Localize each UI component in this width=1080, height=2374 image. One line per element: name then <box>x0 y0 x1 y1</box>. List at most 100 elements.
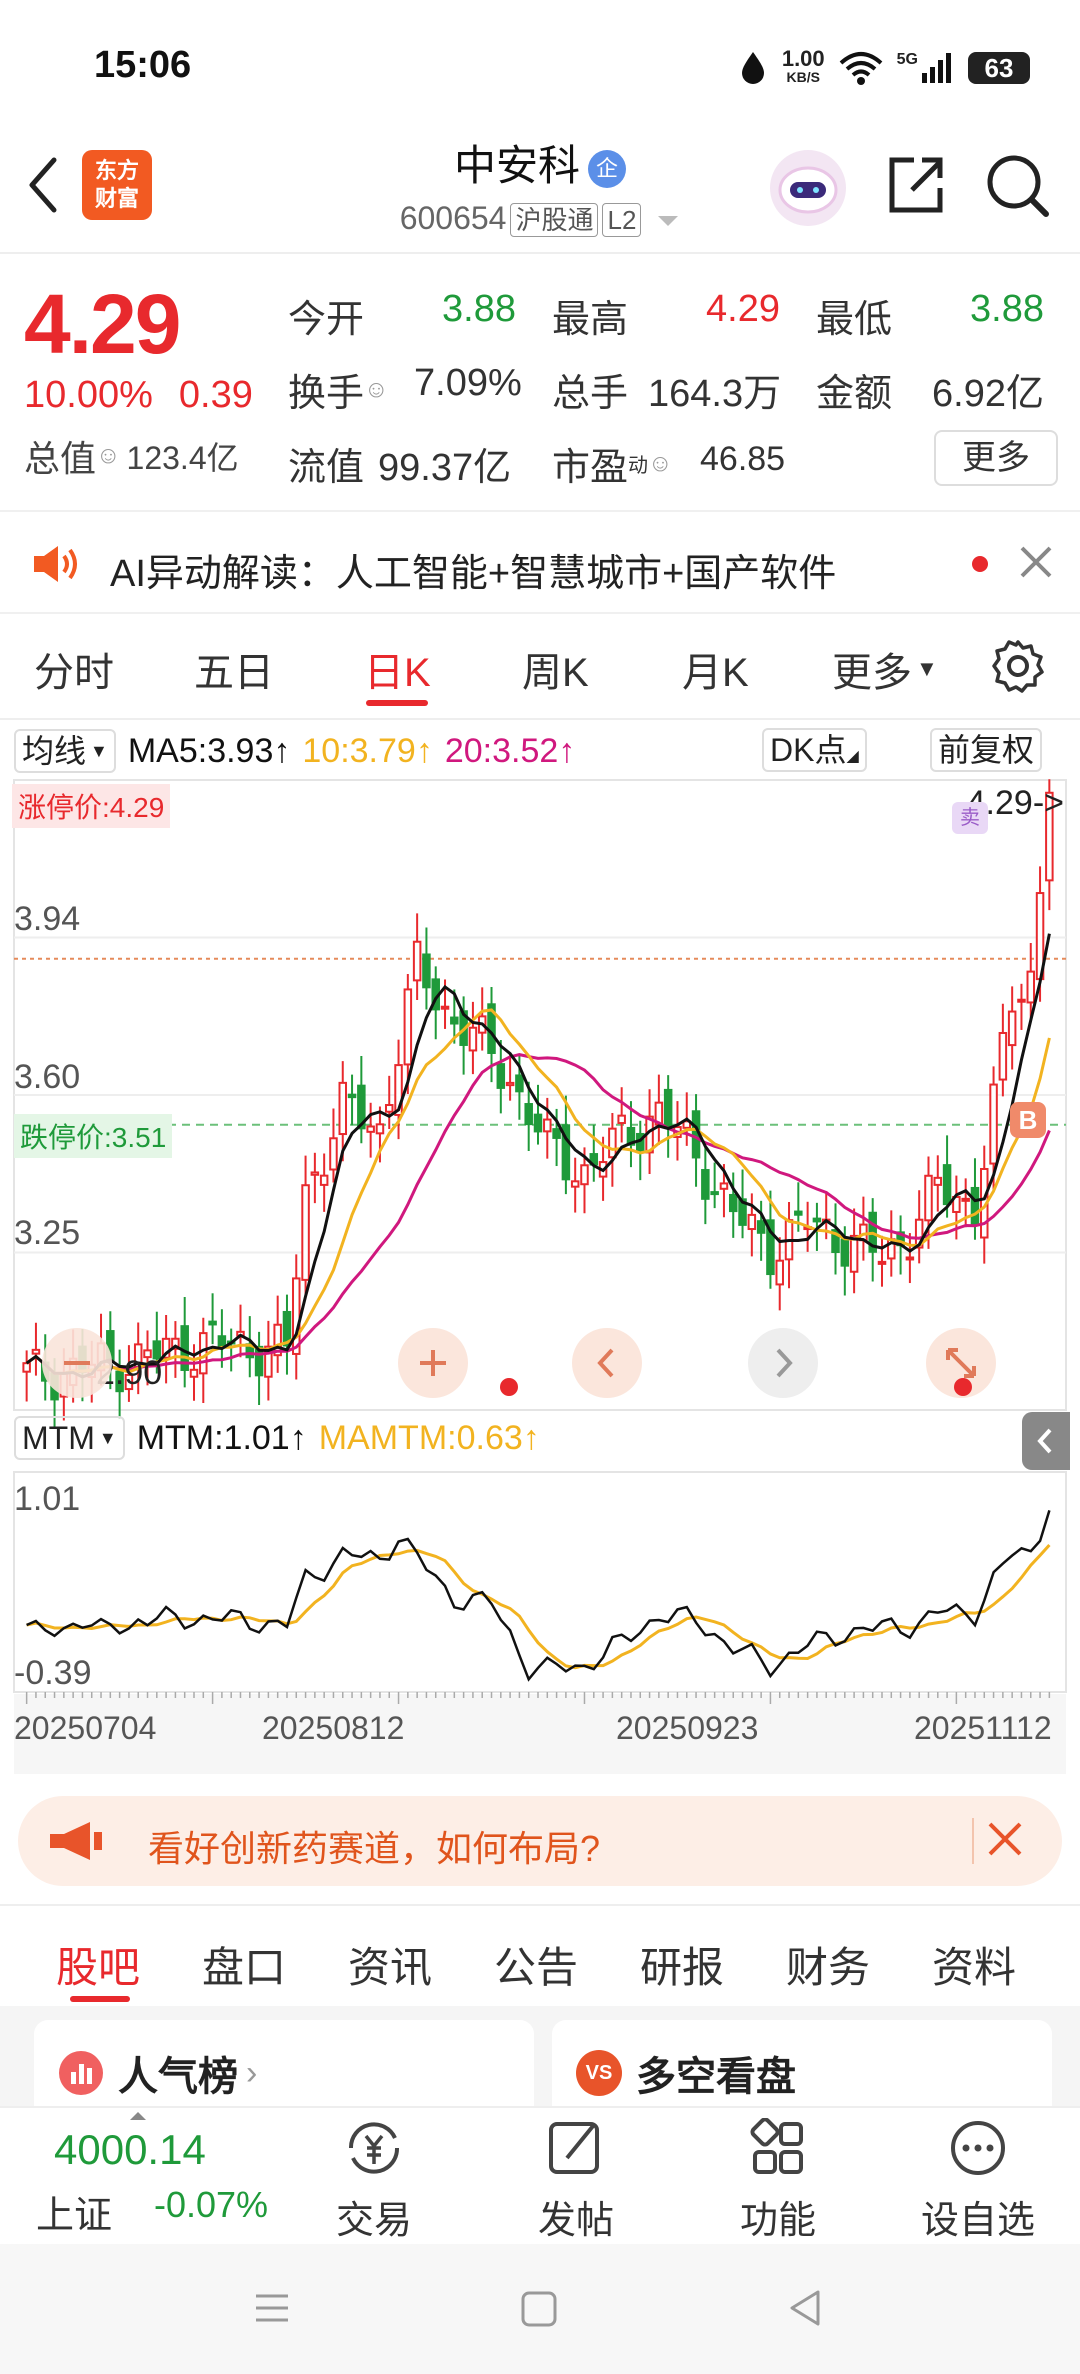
index-value[interactable]: 4000.14 <box>54 2126 206 2173</box>
stock-code-row[interactable]: 600654 沪股通 L2 <box>0 200 1080 237</box>
clock: 15:06 <box>94 44 192 86</box>
kline-chart[interactable] <box>0 720 1080 1786</box>
candle-body <box>998 1031 1008 1081</box>
candle-body <box>496 1063 506 1089</box>
divider <box>0 718 1080 720</box>
share-icon[interactable] <box>884 152 948 218</box>
scroll-left-button[interactable] <box>572 1328 642 1398</box>
market-cap: 总值 ☺ 123.4亿 <box>24 438 239 479</box>
candle-body <box>961 1197 970 1202</box>
candle-body <box>115 1370 124 1393</box>
candle-body <box>1007 1010 1017 1047</box>
candle-body <box>403 988 413 1066</box>
functions-button[interactable]: 功能 <box>718 2117 838 2244</box>
app-logo: 东方 财富 <box>82 150 152 220</box>
candle-body <box>905 1256 915 1261</box>
scroll-right-button[interactable] <box>748 1328 818 1398</box>
turnover-label: 换手 ☺ <box>288 373 389 415</box>
dropdown-icon[interactable] <box>656 211 680 231</box>
candle-body <box>914 1218 924 1249</box>
add-watchlist-button[interactable]: 设自选 <box>918 2118 1038 2244</box>
candle-body <box>989 1083 998 1165</box>
indicator-selector[interactable]: MTM ▼ <box>14 1416 125 1460</box>
ai-assistant-icon[interactable] <box>770 150 846 226</box>
sell-marker[interactable]: 卖 <box>952 802 988 834</box>
close-icon[interactable] <box>1016 542 1056 582</box>
adjust-selector[interactable]: 前复权 <box>930 728 1043 772</box>
post-button[interactable]: 发帖 <box>516 2118 636 2244</box>
tab-news[interactable]: 资讯 <box>348 1944 433 1991</box>
current-price: 4.29 <box>24 277 181 371</box>
date-label: 20250704 <box>14 1710 157 1746</box>
ma-selector[interactable]: 均线 ▼ <box>14 729 116 773</box>
back-icon[interactable] <box>22 150 62 220</box>
tab-order-book[interactable]: 盘口 <box>202 1944 287 1991</box>
candle-body <box>970 1186 980 1227</box>
exchange-tag: 沪股通 <box>510 203 599 237</box>
candle-body <box>877 1260 887 1265</box>
trade-button[interactable]: 交易 <box>314 2118 434 2244</box>
high-label: 最高 <box>552 299 629 341</box>
candle-body <box>812 1217 822 1223</box>
candle-body <box>422 953 431 989</box>
zoom-out-button[interactable] <box>42 1328 112 1398</box>
back-nav-icon[interactable] <box>786 2288 824 2328</box>
active-tab-indicator <box>366 700 428 706</box>
candle-body <box>329 1137 338 1171</box>
turnover-value: 7.09% <box>414 362 522 404</box>
candle-body <box>189 1368 199 1378</box>
status-icons: 1.00 KB/S 5G 63 <box>738 48 1030 88</box>
tab-more[interactable]: 更多 ▼ <box>832 651 938 695</box>
dot-indicator <box>954 1378 972 1396</box>
close-icon[interactable] <box>982 1816 1028 1862</box>
candle-body <box>152 1340 162 1360</box>
tab-monthly-k[interactable]: 月K <box>682 651 749 695</box>
float-label: 流值 <box>288 447 365 489</box>
chevron-right-icon: › <box>246 2053 258 2092</box>
tab-intraday[interactable]: 分时 <box>34 651 114 695</box>
tab-announcements[interactable]: 公告 <box>494 1944 579 1991</box>
info-icon: ☺ <box>364 375 389 403</box>
ai-anomaly-banner[interactable]: AI异动解读：人工智能+智慧城市+国产软件 <box>0 510 1080 614</box>
candle-body <box>394 1064 403 1116</box>
candle-body <box>22 1362 31 1373</box>
settings-gear-icon[interactable] <box>990 638 1046 694</box>
signal-icon: 5G <box>897 51 954 85</box>
candle-body <box>701 1169 710 1200</box>
candle-body <box>924 1174 933 1222</box>
more-button[interactable]: 更多 <box>934 430 1058 486</box>
candle-body <box>1017 998 1026 1003</box>
high-value: 4.29 <box>706 288 780 330</box>
promo-banner[interactable]: 看好创新药赛道，如何布局? <box>18 1796 1062 1886</box>
chart-bars-icon <box>59 2051 103 2095</box>
tab-profile[interactable]: 资料 <box>932 1944 1017 1991</box>
tab-research[interactable]: 研报 <box>640 1944 725 1991</box>
unread-dot <box>972 556 988 572</box>
tab-weekly-k[interactable]: 周K <box>522 651 589 695</box>
index-name[interactable]: 上证 <box>36 2195 113 2237</box>
tab-five-day[interactable]: 五日 <box>194 651 274 695</box>
index-change[interactable]: -0.07% <box>154 2184 269 2225</box>
candle-body <box>171 1337 180 1350</box>
tab-daily-k[interactable]: 日K <box>364 651 431 695</box>
zoom-in-button[interactable] <box>398 1328 468 1398</box>
tab-guba[interactable]: 股吧 <box>56 1944 141 1991</box>
candle-body <box>338 1081 348 1136</box>
mtm-high-label: 1.01 <box>14 1480 81 1518</box>
candle-body <box>543 1118 552 1133</box>
menu-icon[interactable] <box>252 2290 292 2326</box>
dk-point-selector[interactable]: DK点◢ <box>762 728 867 772</box>
candle-body <box>468 1026 478 1052</box>
change-percent: 10.00% <box>24 374 153 416</box>
edit-icon <box>549 2122 599 2174</box>
candle-body <box>440 1005 450 1010</box>
search-icon[interactable] <box>984 150 1050 220</box>
tab-financials[interactable]: 财务 <box>786 1944 871 1991</box>
buy-marker[interactable]: B <box>1010 1102 1046 1138</box>
home-icon[interactable] <box>520 2290 558 2328</box>
candle-body <box>161 1337 171 1359</box>
candle-body <box>1045 791 1054 882</box>
collapse-panel-button[interactable] <box>1022 1412 1070 1470</box>
candle-body <box>942 1164 952 1206</box>
ma5-line <box>25 933 1051 1379</box>
